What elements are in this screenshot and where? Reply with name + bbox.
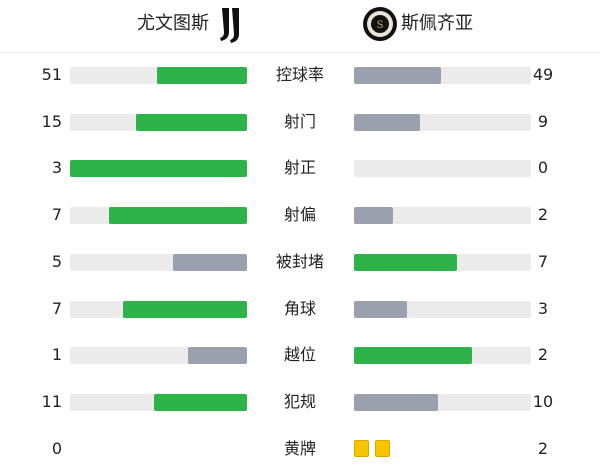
away-value: 2 [537,345,549,365]
away-value: 10 [532,391,554,411]
stat-label: 越位 [283,345,316,365]
stat-row: 15 射门 9 [0,112,600,132]
stat-label: 控球率 [275,65,324,84]
home-bar-fill [136,113,247,131]
home-value: 11 [41,391,62,411]
yellow-card-icon [354,439,369,457]
home-bar-fill [156,67,247,84]
stat-label: 射偏 [283,205,316,225]
away-bar [354,253,531,271]
away-bar-fill [354,393,439,411]
home-value: 7 [51,298,62,318]
home-value: 5 [51,251,62,271]
stat-label: 犯规 [283,391,316,411]
home-value: 15 [41,111,62,131]
stat-label: 角球 [283,298,316,318]
away-value: 49 [532,65,554,84]
away-value: 9 [537,111,549,131]
home-bar [70,67,247,84]
away-bar-fill [354,207,394,225]
home-bar-fill [123,300,247,318]
away-value: 2 [537,205,549,225]
spezia-logo: S [363,7,397,41]
home-bar [70,160,247,178]
stat-row: 11 犯规 10 [0,392,600,412]
home-bar [70,300,247,318]
away-value: 2 [537,438,549,458]
away-value: 3 [537,298,549,318]
home-value: 0 [51,438,62,458]
away-bar-fill [354,347,472,365]
away-bar [354,347,531,365]
stat-row: 1 越位 2 [0,345,600,365]
svg-text:S: S [377,20,384,31]
away-bar-fill [354,67,441,84]
stat-row: 0 黄牌 2 [0,439,600,459]
away-bar [354,393,531,411]
home-bar [70,347,247,365]
home-bar-fill [173,253,247,271]
home-bar-fill [109,207,247,225]
stat-row: 7 射偏 2 [0,205,600,225]
home-bar [70,393,247,411]
juventus-logo [220,8,239,43]
away-value: 0 [537,158,549,178]
away-bar-fill [354,113,421,131]
stat-row: 7 角球 3 [0,299,600,319]
away-bar [354,160,531,178]
yellow-card-icon [375,439,390,457]
stat-row: 51 控球率 49 [0,65,600,85]
stat-label: 射正 [283,158,316,178]
away-bar [354,113,531,131]
away-team-name: 斯佩齐亚 [401,13,473,34]
away-bar-fill [354,300,408,318]
away-bar [354,300,531,318]
home-value: 7 [51,205,62,225]
stat-row: 3 射正 0 [0,158,600,178]
home-bar [70,207,247,225]
away-bar-fill [354,253,458,271]
home-team-name: 尤文图斯 [137,13,209,34]
away-bar [354,67,531,84]
stat-row: 5 被封堵 7 [0,252,600,272]
home-bar [70,253,247,271]
away-value: 7 [537,251,549,271]
home-value: 1 [51,345,62,365]
stat-label: 被封堵 [275,251,324,271]
home-bar-fill [154,393,247,411]
home-bar-fill [188,347,247,365]
home-value: 3 [51,158,62,178]
stat-label: 黄牌 [283,438,316,458]
home-bar-fill [70,160,247,178]
home-value: 51 [41,65,62,84]
home-bar [70,113,247,131]
match-header: 尤文图斯 S 斯佩齐亚 [0,0,600,53]
stat-label: 射门 [283,111,316,131]
away-bar [354,207,531,225]
